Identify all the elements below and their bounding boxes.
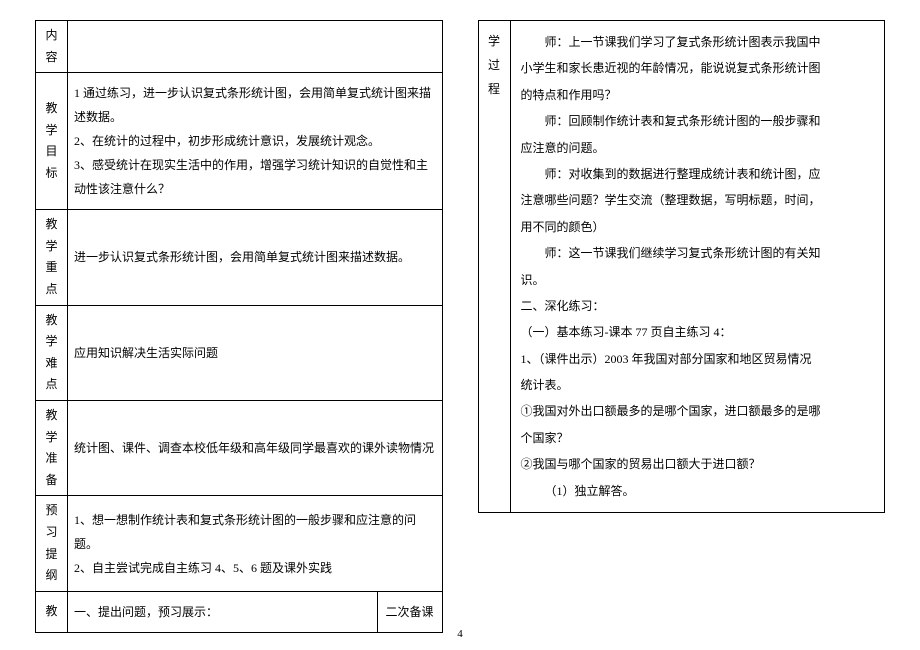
content-line: （1）独立解答。	[521, 478, 875, 504]
right-content-cell: 师：上一节课我们学习了复式条形统计图表示我国中小学生和家长患近视的年龄情况，能说…	[510, 21, 885, 513]
left-column: 内容教学目标1 通过练习，进一步认识复式条形统计图，会用简单复式统计图来描述数据…	[35, 20, 443, 633]
row-content	[68, 21, 443, 73]
row-label: 内容	[36, 21, 68, 73]
content-line: 小学生和家长患近视的年龄情况，能说说复式条形统计图	[521, 55, 875, 81]
row-label: 教学目标	[36, 73, 68, 210]
content-line: 个国家？	[521, 425, 875, 451]
content-line: 师：回顾制作统计表和复式条形统计图的一般步骤和	[521, 108, 875, 134]
content-line: 师：这一节课我们继续学习复式条形统计图的有关知	[521, 240, 875, 266]
row-label: 教学重点	[36, 210, 68, 305]
content-line: （一）基本练习-课本 77 页自主练习 4：	[521, 319, 875, 345]
content-line: 应注意的问题。	[521, 135, 875, 161]
content-line: ①我国对外出口额最多的是哪个国家，进口额最多的是哪	[521, 398, 875, 424]
table-row: 预习提纲1、想一想制作统计表和复式条形统计图的一般步骤和应注意的问题。2、自主尝…	[36, 496, 443, 591]
row-label: 教	[36, 591, 68, 632]
secondary-cell: 二次备课	[377, 591, 442, 632]
row-label: 教学准备	[36, 400, 68, 495]
row-content: 1 通过练习，进一步认识复式条形统计图，会用简单复式统计图来描述数据。2、在统计…	[68, 73, 443, 210]
table-row: 内容	[36, 21, 443, 73]
content-line: 识。	[521, 267, 875, 293]
row-content: 统计图、课件、调查本校低年级和高年级同学最喜欢的课外读物情况	[68, 400, 443, 495]
content-line: ②我国与哪个国家的贸易出口额大于进口额？	[521, 451, 875, 477]
table-row: 教学难点应用知识解决生活实际问题	[36, 305, 443, 400]
right-column: 学过程 师：上一节课我们学习了复式条形统计图表示我国中小学生和家长患近视的年龄情…	[478, 20, 886, 633]
table-row: 教学目标1 通过练习，进一步认识复式条形统计图，会用简单复式统计图来描述数据。2…	[36, 73, 443, 210]
row-content: 1、想一想制作统计表和复式条形统计图的一般步骤和应注意的问题。2、自主尝试完成自…	[68, 496, 443, 591]
content-line: 二、深化练习：	[521, 293, 875, 319]
page-number: 4	[457, 628, 463, 640]
content-line: 的特点和作用吗？	[521, 82, 875, 108]
table-row: 教学准备统计图、课件、调查本校低年级和高年级同学最喜欢的课外读物情况	[36, 400, 443, 495]
content-line: 注意哪些问题？学生交流（整理数据，写明标题，时间，	[521, 187, 875, 213]
row-label: 预习提纲	[36, 496, 68, 591]
content-line: 1、（课件出示）2003 年我国对部分国家和地区贸易情况	[521, 346, 875, 372]
content-line: 师：上一节课我们学习了复式条形统计图表示我国中	[521, 29, 875, 55]
content-line: 师：对收集到的数据进行整理成统计表和统计图，应	[521, 161, 875, 187]
content-line: 用不同的颜色）	[521, 214, 875, 240]
row-label: 教学难点	[36, 305, 68, 400]
content-line: 统计表。	[521, 372, 875, 398]
page-container: 内容教学目标1 通过练习，进一步认识复式条形统计图，会用简单复式统计图来描述数据…	[35, 20, 885, 633]
right-table: 学过程 师：上一节课我们学习了复式条形统计图表示我国中小学生和家长患近视的年龄情…	[478, 20, 886, 513]
table-row: 教学重点进一步认识复式条形统计图，会用简单复式统计图来描述数据。	[36, 210, 443, 305]
row-content: 进一步认识复式条形统计图，会用简单复式统计图来描述数据。	[68, 210, 443, 305]
row-content: 一、提出问题，预习展示：	[68, 591, 378, 632]
table-row: 教一、提出问题，预习展示：二次备课	[36, 591, 443, 632]
row-content: 应用知识解决生活实际问题	[68, 305, 443, 400]
left-table: 内容教学目标1 通过练习，进一步认识复式条形统计图，会用简单复式统计图来描述数据…	[35, 20, 443, 633]
right-label-cell: 学过程	[478, 21, 510, 513]
